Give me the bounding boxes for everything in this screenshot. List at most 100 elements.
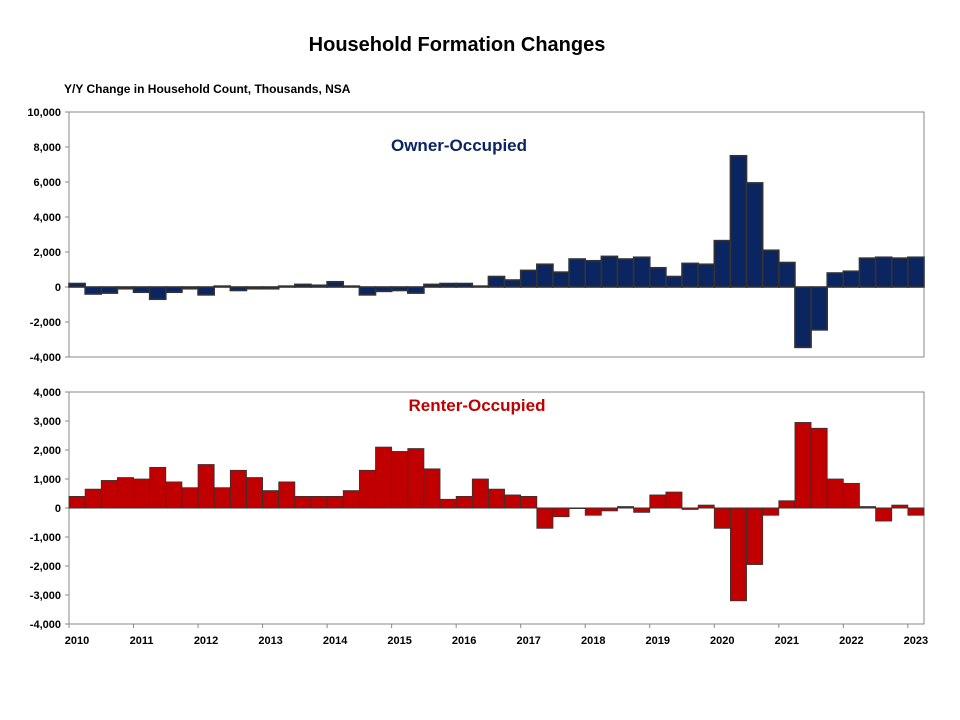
bar [471, 478, 489, 509]
bar [439, 498, 457, 509]
bar [536, 507, 554, 529]
bar [100, 286, 119, 294]
bar [406, 286, 425, 294]
bar [455, 282, 474, 288]
y-tick-label: -4,000 [30, 352, 61, 364]
bar [890, 257, 909, 288]
bar [697, 263, 716, 288]
x-tick-label: 2023 [904, 635, 928, 647]
bar [520, 495, 538, 509]
chart-subtitle: Y/Y Change in Household Count, Thousands… [64, 82, 351, 96]
x-tick-label: 2016 [452, 635, 476, 647]
owner-occupied-panel: 10,000 8,000 6,000 4,000 2,000 0 -2,000 -4,000 O… [27, 107, 925, 364]
bar [713, 507, 731, 529]
renter-occupied-panel: 4,000 3,000 2,000 1,000 0 -1,000 -2,000 -3,000 -… [30, 387, 925, 631]
x-tick-label: 2013 [258, 635, 282, 647]
x-axis: 2010 2011 2012 2013 2014 2015 2016 2017 2018 2019… [65, 624, 928, 647]
plot-frame [68, 111, 925, 358]
y-tick-label: 8,000 [33, 142, 61, 154]
y-tick-label: 1,000 [33, 474, 61, 486]
x-tick-label: 2015 [387, 635, 411, 647]
bar [826, 272, 845, 288]
bar [633, 507, 651, 513]
bar [794, 422, 812, 509]
y-tick-label: 6,000 [33, 177, 61, 189]
y-tick-label: 0 [55, 282, 61, 294]
bar [165, 481, 183, 509]
y-tick-label: 10,000 [27, 107, 61, 119]
bar [439, 282, 457, 288]
bar [100, 480, 118, 509]
bar [600, 255, 619, 288]
x-tick-label: 2021 [775, 635, 799, 647]
bar [778, 261, 796, 288]
bar [503, 279, 522, 288]
y-tick-label: -1,000 [30, 532, 61, 544]
bar [519, 269, 538, 288]
y-tick-label: 4,000 [33, 212, 61, 224]
bar [907, 507, 925, 516]
x-tick-label: 2018 [581, 635, 605, 647]
bar [326, 280, 345, 288]
bar [858, 257, 877, 288]
y-tick-label: -2,000 [30, 317, 61, 329]
bar [648, 266, 667, 288]
chart-title: Household Formation Changes [308, 34, 606, 56]
x-tick-label: 2019 [646, 635, 670, 647]
y-tick-label: 2,000 [33, 247, 61, 259]
bar [390, 286, 409, 292]
bar [358, 469, 376, 509]
y-tick-label: -4,000 [30, 619, 61, 631]
bar [536, 263, 554, 288]
bar [374, 286, 393, 293]
bar [487, 275, 506, 288]
bar [826, 478, 844, 509]
bar [294, 495, 312, 509]
bar [133, 478, 151, 509]
bar [649, 494, 667, 509]
bar [84, 488, 102, 509]
bar [132, 286, 151, 294]
bar [278, 481, 296, 509]
bar [84, 286, 103, 295]
bar [149, 466, 167, 509]
bar [778, 500, 796, 509]
y-tick-label: 0 [55, 503, 61, 515]
bar [164, 286, 183, 294]
bar [342, 490, 360, 509]
bar [310, 495, 328, 509]
bar [181, 487, 199, 509]
bar [794, 286, 812, 349]
bar [246, 477, 263, 509]
bar [762, 507, 780, 516]
bar [197, 464, 215, 509]
bar [842, 482, 860, 509]
bar [810, 286, 829, 331]
y-tick-label: 2,000 [33, 445, 61, 457]
bar [810, 427, 828, 509]
bar [116, 477, 134, 509]
bar [262, 490, 280, 509]
bar [745, 182, 764, 288]
bar [665, 491, 683, 509]
bar [616, 258, 635, 288]
y-tick-label: -2,000 [30, 561, 61, 573]
x-tick-label: 2010 [65, 635, 89, 647]
bar [68, 495, 86, 509]
bar [148, 286, 167, 301]
bar [761, 249, 780, 288]
x-tick-label: 2020 [710, 635, 734, 647]
bar [504, 494, 522, 509]
x-tick-label: 2022 [839, 635, 863, 647]
bar [68, 282, 86, 288]
y-tick-label: 4,000 [33, 387, 61, 399]
bar [842, 270, 861, 288]
bar [455, 495, 473, 509]
series-label: Renter-Occupied [409, 396, 546, 415]
bar [488, 488, 505, 509]
bar [358, 286, 377, 296]
x-tick-label: 2012 [194, 635, 218, 647]
bar [681, 262, 699, 288]
bar [632, 256, 651, 288]
